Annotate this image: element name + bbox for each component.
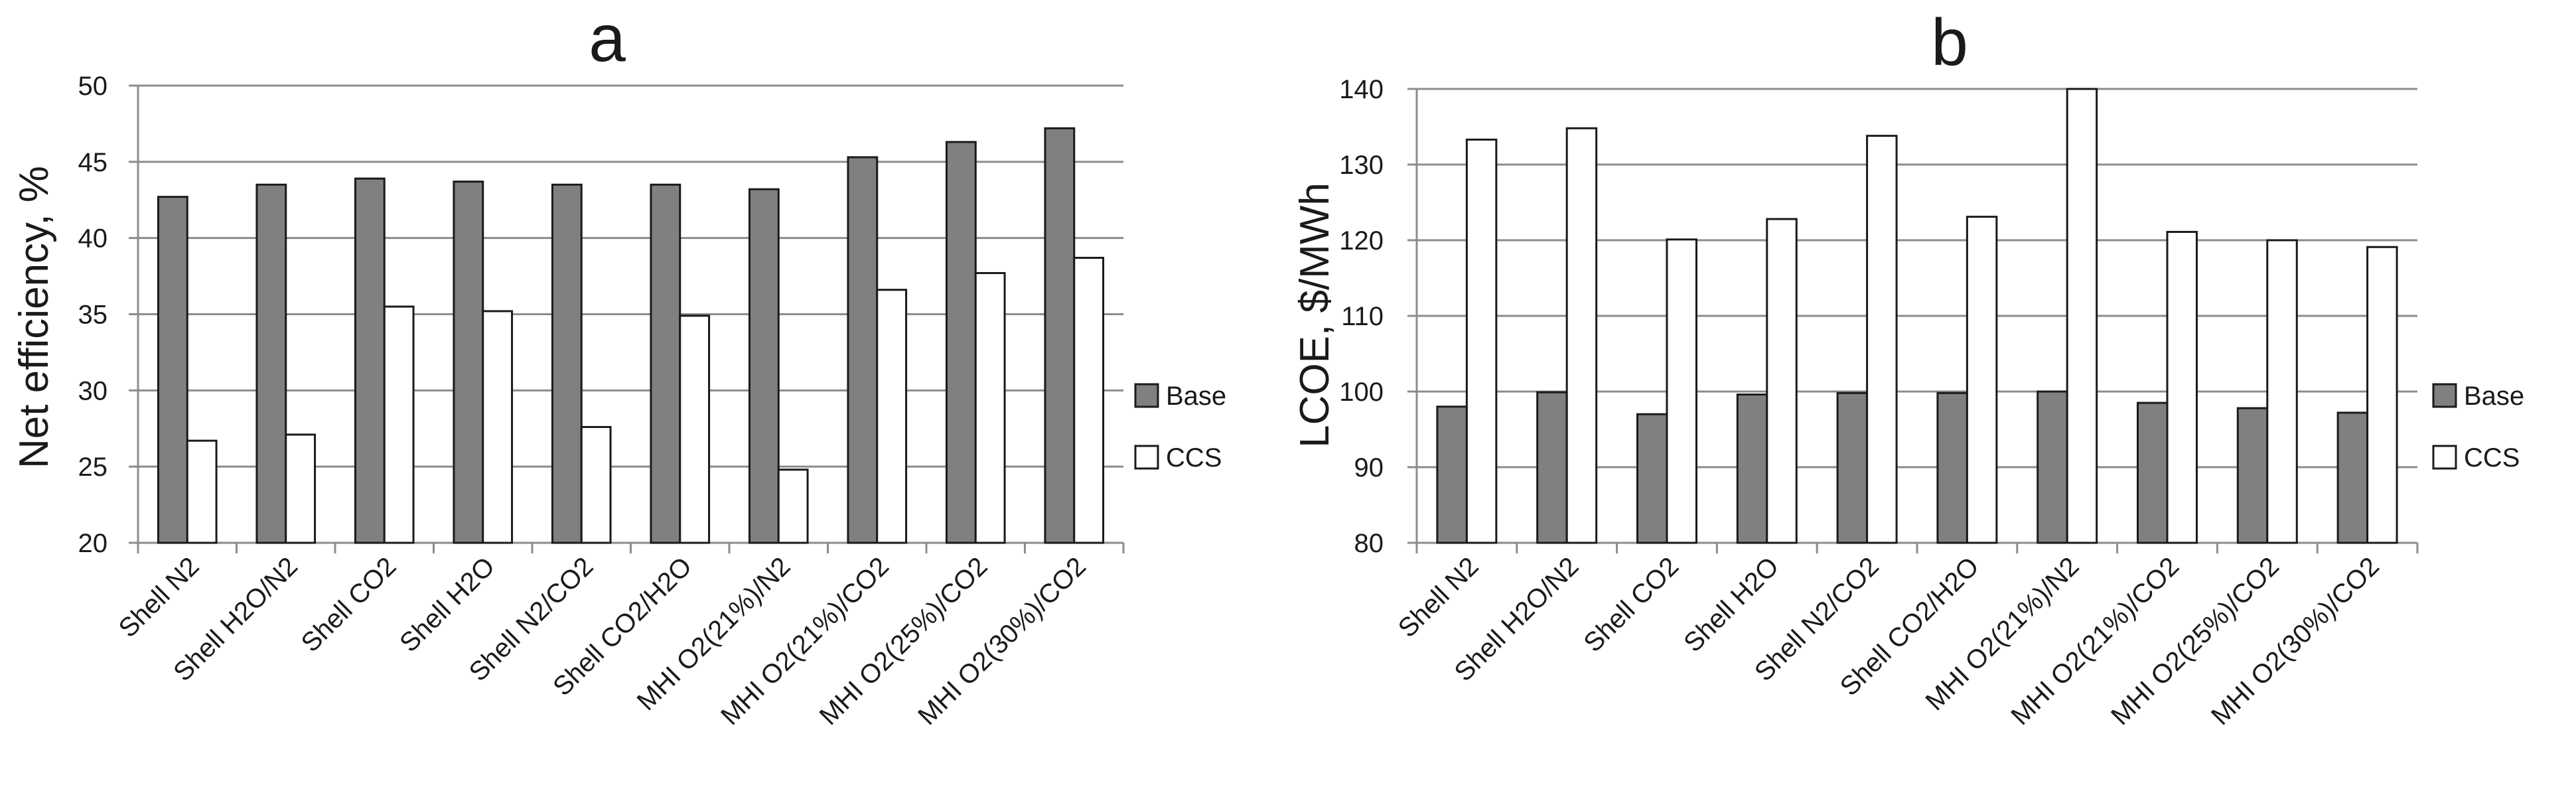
chart-a-title: a — [589, 1, 626, 76]
chart-b-ytick-label: 110 — [1341, 302, 1384, 331]
chart-b-bar-ccs — [1666, 238, 1697, 544]
chart-a-bar-base — [255, 183, 287, 544]
chart-b-bar-base — [2236, 407, 2269, 544]
chart-a-bar-base — [650, 183, 681, 544]
chart-b-xtick-label: MHI O2(30%)/CO2 — [2206, 551, 2385, 731]
chart-a-ytick-label: 50 — [78, 72, 108, 101]
chart-b-ytick-label: 80 — [1354, 529, 1384, 558]
chart-b-bar-ccs — [1966, 216, 1998, 544]
chart-a-bar-ccs — [679, 315, 711, 544]
chart-a-bar-ccs — [974, 271, 1006, 544]
chart-b-bar-base — [1836, 392, 1869, 544]
chart-b-bar-ccs — [1866, 135, 1898, 544]
chart-a-xtick-label: Shell N2 — [113, 551, 205, 643]
chart-a-ytick-label: 30 — [78, 376, 108, 405]
chart-a-legend-swatch-ccs — [1134, 445, 1159, 470]
chart-a-ytick-label: 25 — [78, 453, 108, 482]
chart-b-bar-ccs — [1565, 127, 1598, 544]
chart-b-bar-ccs — [1766, 218, 1798, 544]
chart-a-bar-base — [551, 183, 583, 544]
chart-b-bar-base — [2336, 411, 2369, 544]
chart-a-ytick-label: 45 — [78, 148, 108, 177]
chart-b-xtick-label: Shell N2 — [1393, 551, 1484, 643]
chart-b-bar-ccs — [2266, 239, 2298, 544]
chart-b-ytick-label: 120 — [1339, 226, 1384, 255]
chart-b-xtick-label: Shell CO2 — [1578, 551, 1684, 658]
chart-b-bar-ccs — [2066, 88, 2098, 544]
chart-b-bar-base — [1736, 394, 1768, 544]
chart-a-bar-ccs — [876, 289, 908, 544]
chart-a-bar-ccs — [482, 310, 514, 544]
chart-b-title: b — [1931, 5, 1968, 80]
chart-a-bar-ccs — [383, 305, 415, 544]
chart-a: a Net efficiency, % 20 25 30 35 40 45 50 Shell … — [11, 1, 1226, 731]
chart-a-bar-base — [157, 196, 188, 544]
chart-b-xtick-label: MHI O2(25%)/CO2 — [2106, 551, 2285, 731]
chart-b-legend-label-base: Base — [2464, 382, 2524, 411]
chart-a-bar-base — [748, 188, 780, 544]
chart-b-bar-ccs — [1465, 138, 1498, 544]
chart-b-xtick-label: Shell H2O — [1678, 551, 1784, 658]
chart-b-ytick-label: 100 — [1339, 378, 1384, 407]
chart-b-bar-base — [2137, 401, 2169, 544]
chart-b-legend-swatch-ccs — [2432, 445, 2457, 470]
chart-b-ytick-label: 90 — [1354, 453, 1384, 482]
chart-b-xtick-label: MHI O2(21%)/CO2 — [2005, 551, 2184, 731]
chart-b-ytick-label: 130 — [1339, 151, 1384, 180]
chart-a-bar-ccs — [186, 439, 218, 544]
chart-b-bar-base — [1936, 392, 1968, 544]
chart-a-legend-label-base: Base — [1166, 382, 1226, 411]
chart-a-bar-base — [354, 177, 386, 544]
chart-b-bar-base — [1636, 413, 1668, 544]
chart-b-ylabel: LCOE, $/MWh — [1292, 182, 1338, 448]
chart-a-xtick-label: MHI O2(21%)/CO2 — [715, 551, 894, 731]
chart-a-bar-base — [945, 141, 977, 544]
chart-b-ytick-label: 140 — [1339, 75, 1384, 104]
chart-a-xtick-label: Shell H2O — [394, 551, 500, 658]
chart-b: b LCOE, $/MWh 80 90 100 110 120 130 140 Shell N… — [1292, 5, 2524, 731]
chart-a-xtick-label: MHI O2(25%)/CO2 — [814, 551, 993, 731]
chart-a-xtick-label: MHI O2(30%)/CO2 — [912, 551, 1092, 731]
chart-b-legend-label-ccs: CCS — [2464, 443, 2520, 472]
chart-a-xtick-label: Shell CO2 — [296, 551, 402, 658]
chart-a-bar-base — [453, 180, 484, 544]
chart-a-bar-ccs — [580, 425, 612, 544]
chart-a-legend-label-ccs: CCS — [1166, 443, 1222, 472]
chart-b-bar-base — [1536, 391, 1568, 544]
chart-a-bar-base — [1044, 127, 1076, 544]
chart-a-bar-ccs — [777, 469, 809, 544]
chart-a-ylabel: Net efficiency, % — [11, 166, 57, 469]
chart-b-bar-base — [2037, 390, 2068, 544]
chart-b-legend-swatch-base — [2432, 383, 2457, 408]
chart-b-bar-ccs — [2366, 246, 2398, 544]
chart-a-bar-base — [847, 156, 879, 544]
chart-a-bar-ccs — [1073, 257, 1105, 544]
chart-a-ytick-label: 35 — [78, 301, 108, 330]
chart-b-bar-ccs — [2166, 230, 2198, 544]
chart-a-bar-ccs — [285, 433, 317, 544]
chart-a-legend-swatch-base — [1134, 383, 1159, 408]
chart-b-bar-base — [1436, 405, 1468, 544]
chart-a-ytick-label: 20 — [78, 529, 108, 558]
chart-a-ytick-label: 40 — [78, 224, 108, 253]
